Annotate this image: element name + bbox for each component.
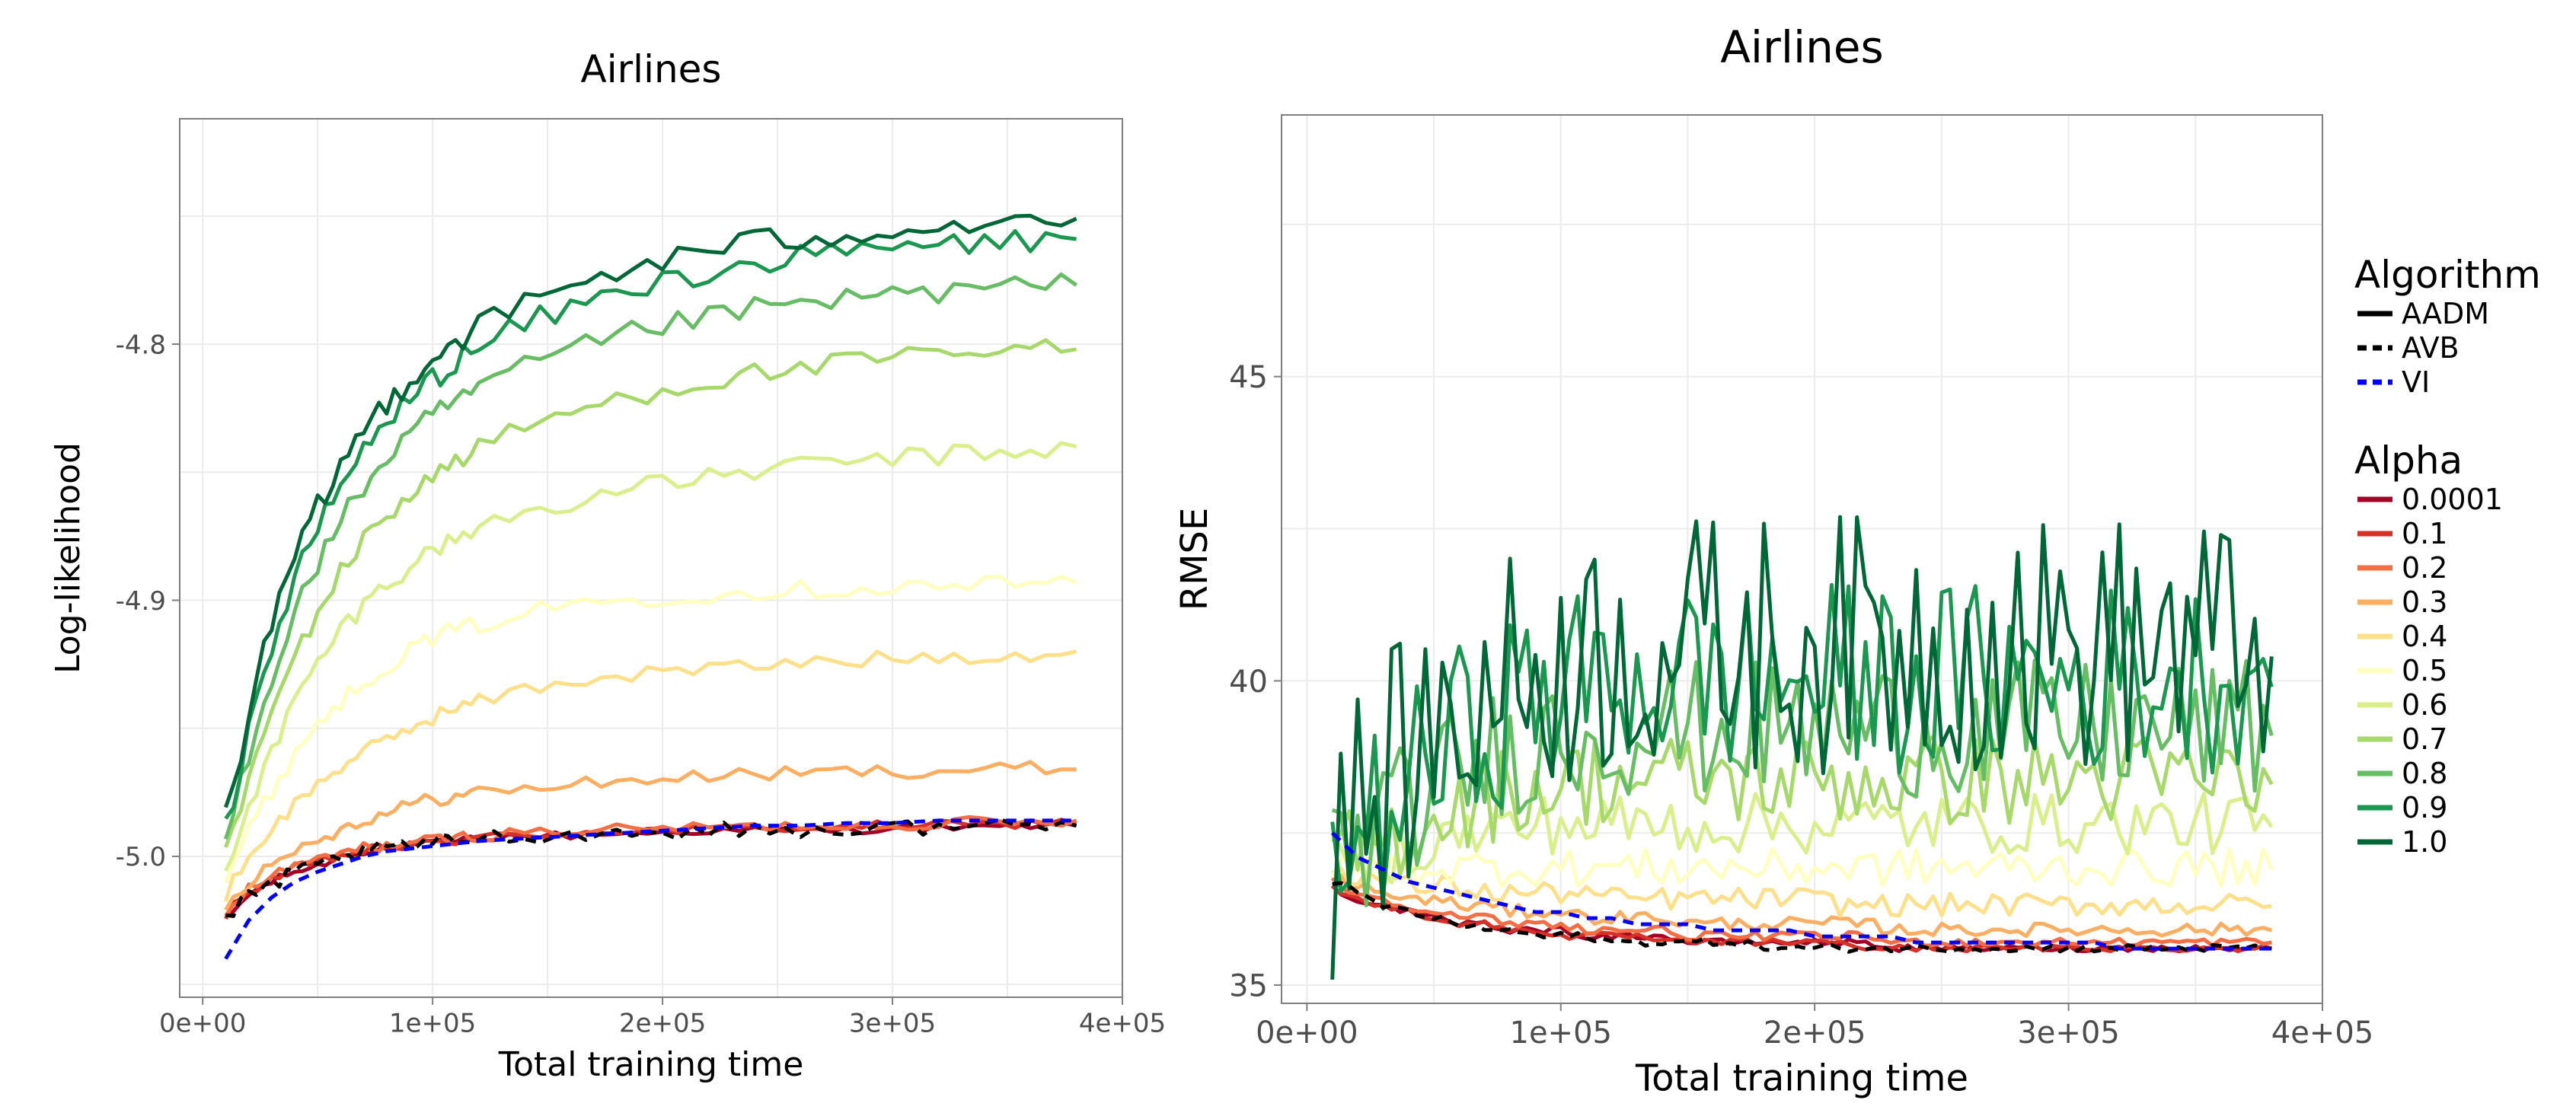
series-line-aadm-0-4 <box>224 649 1077 902</box>
series-line-aadm-1-0 <box>224 213 1077 808</box>
series-line-aadm-0-2 <box>1330 876 2272 948</box>
legend-label-alpha: 0.8 <box>2402 757 2447 790</box>
legend-label-avb: AVB <box>2402 331 2459 365</box>
series-line-aadm-0-7 <box>224 338 1077 848</box>
x-tick-label: 3e+05 <box>849 1009 936 1039</box>
y-tick-label: -5.0 <box>116 842 166 872</box>
x-tick-label: 4e+05 <box>2271 1016 2373 1051</box>
series-line-aadm-0-8 <box>1331 658 2274 907</box>
x-tick-label: 2e+05 <box>619 1009 706 1039</box>
y-axis-label: Log-likelihood <box>49 442 88 674</box>
series-line-avb-AVB <box>225 817 1077 918</box>
legend-label-alpha: 0.9 <box>2402 791 2447 824</box>
x-tick-label: 3e+05 <box>2017 1016 2119 1051</box>
series-line-aadm-0-2 <box>224 815 1077 917</box>
legend-label-alpha: 0.7 <box>2402 722 2447 756</box>
chart-title: Airlines <box>1720 21 1884 73</box>
series-line-aadm-0-5 <box>1330 846 2274 888</box>
x-tick-label: 4e+05 <box>1079 1009 1166 1039</box>
series-line-aadm-0-8 <box>224 273 1078 840</box>
legend-label-alpha: 0.1 <box>2402 517 2447 550</box>
x-tick-label: 2e+05 <box>1764 1016 1866 1051</box>
x-axis-label: Total training time <box>1635 1057 1968 1099</box>
legend: AlgorithmAADMAVBVIAlpha0.00010.10.20.30.… <box>2354 253 2541 859</box>
y-tick-label: 45 <box>1229 360 1268 395</box>
legend-label-alpha: 0.4 <box>2402 620 2447 653</box>
x-tick-label: 1e+05 <box>1510 1016 1612 1051</box>
series-line-aadm-0-3 <box>224 760 1077 911</box>
legend-label-vi: VI <box>2402 365 2430 399</box>
series-line-vi-VI <box>224 818 1077 960</box>
legend-label-alpha: 0.0001 <box>2402 483 2503 516</box>
plot-panel <box>180 119 1122 997</box>
series-line-aadm-0-5 <box>224 574 1077 884</box>
rmse-chart: 0e+00 1e+05 2e+05 3e+05 4e+05 35 40 45 Airlines T… <box>1173 21 2373 1099</box>
legend-label-alpha: 0.5 <box>2402 654 2447 687</box>
y-axis-label: RMSE <box>1173 508 1216 611</box>
x-axis-label: Total training time <box>498 1045 804 1084</box>
y-tick-label: -4.9 <box>116 586 166 617</box>
x-tick-label: 0e+00 <box>1256 1016 1358 1051</box>
series-line-aadm-0-6 <box>224 441 1077 872</box>
chart-title: Airlines <box>581 47 722 91</box>
legend-label-aadm: AADM <box>2402 297 2489 330</box>
series-line-aadm-0-9 <box>224 228 1077 820</box>
y-tick-label: -4.8 <box>116 330 166 360</box>
series-line-aadm-0-3 <box>1332 872 2273 939</box>
series-line-aadm-1-0 <box>1330 515 2274 980</box>
x-tick-label: 1e+05 <box>389 1009 476 1039</box>
legend-title-algorithm: Algorithm <box>2354 253 2541 297</box>
series-line-aadm-0-4 <box>1331 866 2272 918</box>
y-tick-label: 35 <box>1229 968 1268 1003</box>
legend-label-alpha: 0.3 <box>2402 585 2447 619</box>
x-tick-label: 0e+00 <box>159 1009 246 1039</box>
y-tick-label: 40 <box>1229 665 1268 700</box>
log-likelihood-chart: 0e+00 1e+05 2e+05 3e+05 4e+05 -5.0 -4.9 -4.8 Air… <box>49 47 1166 1084</box>
legend-title-alpha: Alpha <box>2354 438 2463 483</box>
legend-label-alpha: 0.6 <box>2402 688 2447 722</box>
panel-border <box>1281 114 2323 1004</box>
plot-panel <box>1282 115 2322 1003</box>
series-line-vi-VI <box>1330 831 2272 951</box>
legend-label-alpha: 1.0 <box>2402 825 2447 859</box>
legend-label-alpha: 0.2 <box>2402 551 2447 585</box>
panel-border <box>179 118 1123 998</box>
series-line-aadm-0-6 <box>1330 792 2274 885</box>
